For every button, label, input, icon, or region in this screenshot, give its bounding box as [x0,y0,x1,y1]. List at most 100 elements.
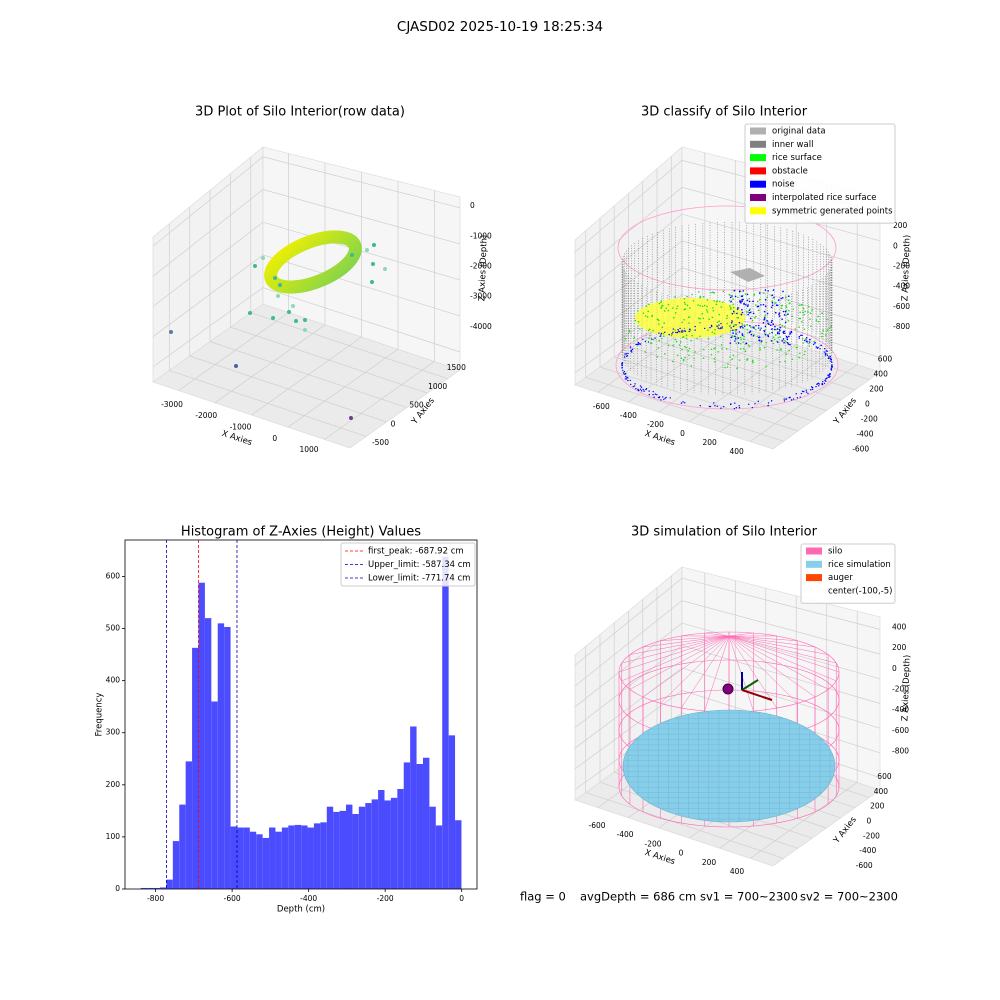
decor-shape [807,392,809,395]
decor-shape [635,343,637,346]
decor-shape [777,336,780,339]
decor-shape [271,316,275,320]
decor-shape [719,300,721,303]
decor-shape [716,321,719,324]
decor-shape [234,364,238,368]
decor-shape [748,312,751,314]
z-tick-label: -200 [893,261,910,270]
decor-shape [680,357,683,359]
bar [378,790,385,889]
footer-text: flag = 0 [520,890,566,904]
decor-shape [776,328,779,330]
decor-shape [785,353,788,356]
decor-shape [287,310,291,314]
decor-shape [800,392,803,395]
decor-shape [634,319,637,322]
decor-shape [688,354,690,357]
decor-shape [647,329,650,332]
decor-shape [667,309,669,312]
decor-shape [731,312,734,315]
decor-shape [802,342,805,344]
decor-shape [789,333,791,335]
decor-shape [656,356,659,358]
decor-shape [734,338,737,340]
decor-shape [821,332,823,335]
decor-shape [810,325,812,327]
decor-shape [763,318,766,321]
decor-shape [744,293,747,295]
decor-shape [663,310,666,312]
decor-shape [739,300,741,303]
bar [397,788,404,889]
decor-shape [741,679,759,691]
bar [166,879,173,889]
decor-shape [758,309,760,312]
decor-shape [699,321,701,324]
decor-shape [733,324,736,326]
y-tick-label: 600 [106,571,121,580]
decor-shape [713,357,716,360]
decor-shape [383,267,387,271]
decor-shape [707,337,710,340]
decor-shape [623,356,626,358]
decor-shape [786,338,789,341]
decor-shape [734,402,736,404]
decor-shape [747,313,749,316]
decor-shape [776,332,779,335]
decor-shape [627,379,629,382]
x-tick-label: 1000 [299,445,318,454]
decor-shape [639,343,642,345]
decor-shape [685,346,687,349]
decor-shape [810,386,813,388]
decor-shape [651,338,653,340]
decor-shape [751,406,753,409]
grid-line [168,223,367,437]
decor-shape [773,338,776,341]
decor-shape [649,334,651,337]
decor-shape [699,295,702,298]
legend-label: auger [828,573,853,583]
decor-shape [794,328,797,330]
decor-shape [784,296,787,298]
decor-shape [645,305,648,307]
decor-shape [639,388,642,390]
decor-shape [622,369,624,372]
bar [339,810,347,889]
decor-shape [706,311,709,313]
decor-shape [745,303,747,306]
decor-shape [650,342,653,344]
decor-shape [808,342,810,345]
decor-shape [756,335,759,338]
decor-shape [678,344,681,346]
decor-shape [739,325,741,328]
decor-shape [783,330,786,333]
decor-shape [776,304,779,307]
decor-shape [711,316,714,319]
decor-shape [778,315,781,317]
decor-shape [720,407,722,409]
legend-label: symmetric generated points [772,206,893,216]
decor-shape [798,337,800,339]
decor-shape [734,335,736,338]
grid-line [152,254,461,337]
decor-shape [635,387,637,390]
legend-swatch [806,574,822,582]
decor-shape [681,336,684,339]
decor-shape [720,306,723,308]
decor-shape [683,297,686,300]
x-tick-label: -800 [147,894,164,903]
decor-shape [815,319,818,321]
bar [326,806,334,889]
decor-shape [754,328,757,331]
grid-line [599,634,799,849]
y-tick-label: 0 [865,400,870,409]
z-tick-label: -3000 [470,292,492,301]
decor-shape [787,343,790,345]
decor-shape [642,635,730,648]
decor-shape [365,248,369,252]
bar [358,806,366,889]
decor-shape [791,358,794,361]
grid-line [574,600,881,687]
grid-line [574,213,881,301]
decor-shape [638,343,640,346]
